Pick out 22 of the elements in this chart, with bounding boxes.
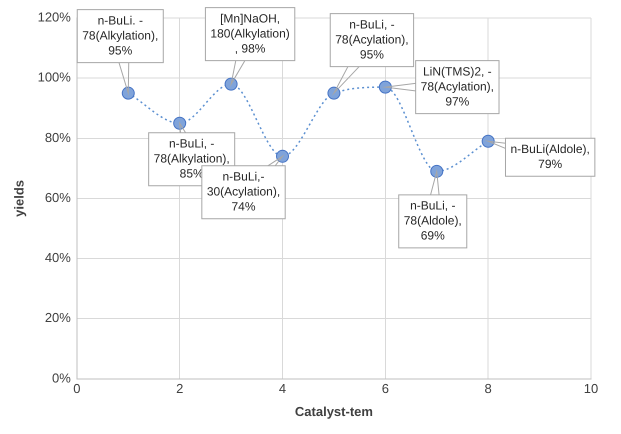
annotation: n-BuLi, - 78(Aldole), 69%	[404, 198, 462, 243]
annotation: n-BuLi(Aldole), 79%	[510, 142, 590, 172]
annotation: n-BuLi. - 78(Alkylation), 95%	[82, 13, 158, 58]
annotation: LiN(TMS)2, - 78(Acylation), 97%	[420, 64, 494, 108]
x-tick-label: 0	[73, 381, 80, 396]
y-tick-label: 120%	[38, 10, 72, 25]
x-tick-label: 8	[484, 381, 492, 396]
y-tick-label: 100%	[38, 70, 72, 85]
x-tick-label: 4	[278, 381, 286, 396]
y-axis-title: yields	[11, 180, 26, 217]
y-tick-label: 20%	[44, 310, 72, 326]
x-axis-title: Catalyst-tem	[294, 404, 373, 419]
x-tick-label: 2	[176, 381, 184, 396]
annotation: n-BuLi,- 30(Acylation), 74%	[206, 170, 280, 214]
x-tick-label: 10	[584, 381, 598, 396]
annotation: n-BuLi, - 78(Acylation), 95%	[335, 17, 409, 62]
annotation: [Mn]NaOH, 180(Alkylation) , 98%	[210, 11, 290, 56]
y-tick-label: 80%	[44, 130, 72, 145]
x-tick-label: 6	[382, 381, 389, 396]
y-tick-label: 0%	[52, 370, 72, 386]
y-tick-label: 60%	[44, 190, 72, 205]
y-tick-label: 40%	[44, 250, 72, 266]
